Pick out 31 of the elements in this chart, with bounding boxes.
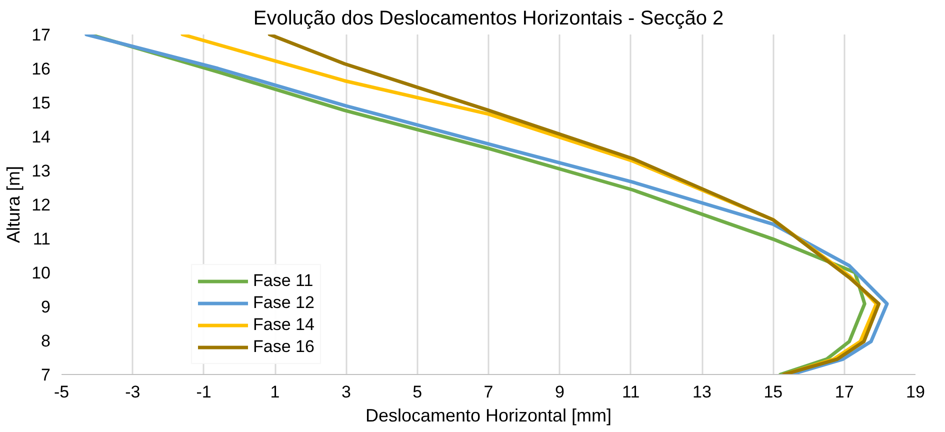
legend-label: Fase 16 (253, 337, 314, 357)
y-axis-title: Altura [m] (4, 166, 24, 244)
legend-label: Fase 14 (253, 315, 314, 335)
x-tick-label: 9 (554, 382, 564, 402)
y-tick-label: 15 (32, 94, 51, 112)
x-tick-label: 11 (622, 382, 640, 402)
y-tick-label: 17 (32, 26, 51, 44)
y-tick-label: 8 (41, 332, 51, 350)
y-tick-label: 11 (32, 230, 51, 248)
y-tick-label: 14 (32, 128, 51, 146)
x-axis-title: Deslocamento Horizontal [mm] (365, 406, 612, 426)
x-tick-label: 19 (906, 382, 925, 402)
legend-label: Fase 11 (253, 271, 314, 291)
x-tick-label: -3 (125, 382, 140, 402)
y-tick-label: 16 (32, 60, 51, 78)
y-tick-label: 7 (41, 366, 51, 384)
x-tick-label: 5 (412, 382, 422, 402)
y-tick-label: 12 (32, 196, 51, 214)
x-tick-label: 15 (764, 382, 783, 402)
y-tick-label: 13 (32, 162, 51, 180)
x-tick-label: 1 (270, 382, 280, 402)
x-tick-label: 7 (484, 382, 494, 402)
x-tick-label: -1 (196, 382, 212, 402)
x-tick-label: 13 (692, 382, 712, 402)
y-tick-label: 10 (32, 264, 51, 282)
x-tick-label: 3 (341, 382, 351, 402)
legend-label: Fase 12 (253, 293, 314, 313)
x-tick-label: -5 (54, 382, 70, 402)
x-tick-label: 17 (834, 382, 854, 402)
y-tick-label: 9 (41, 298, 51, 316)
chart-title: Evolução dos Deslocamentos Horizontais - Secção 2 (253, 8, 724, 30)
